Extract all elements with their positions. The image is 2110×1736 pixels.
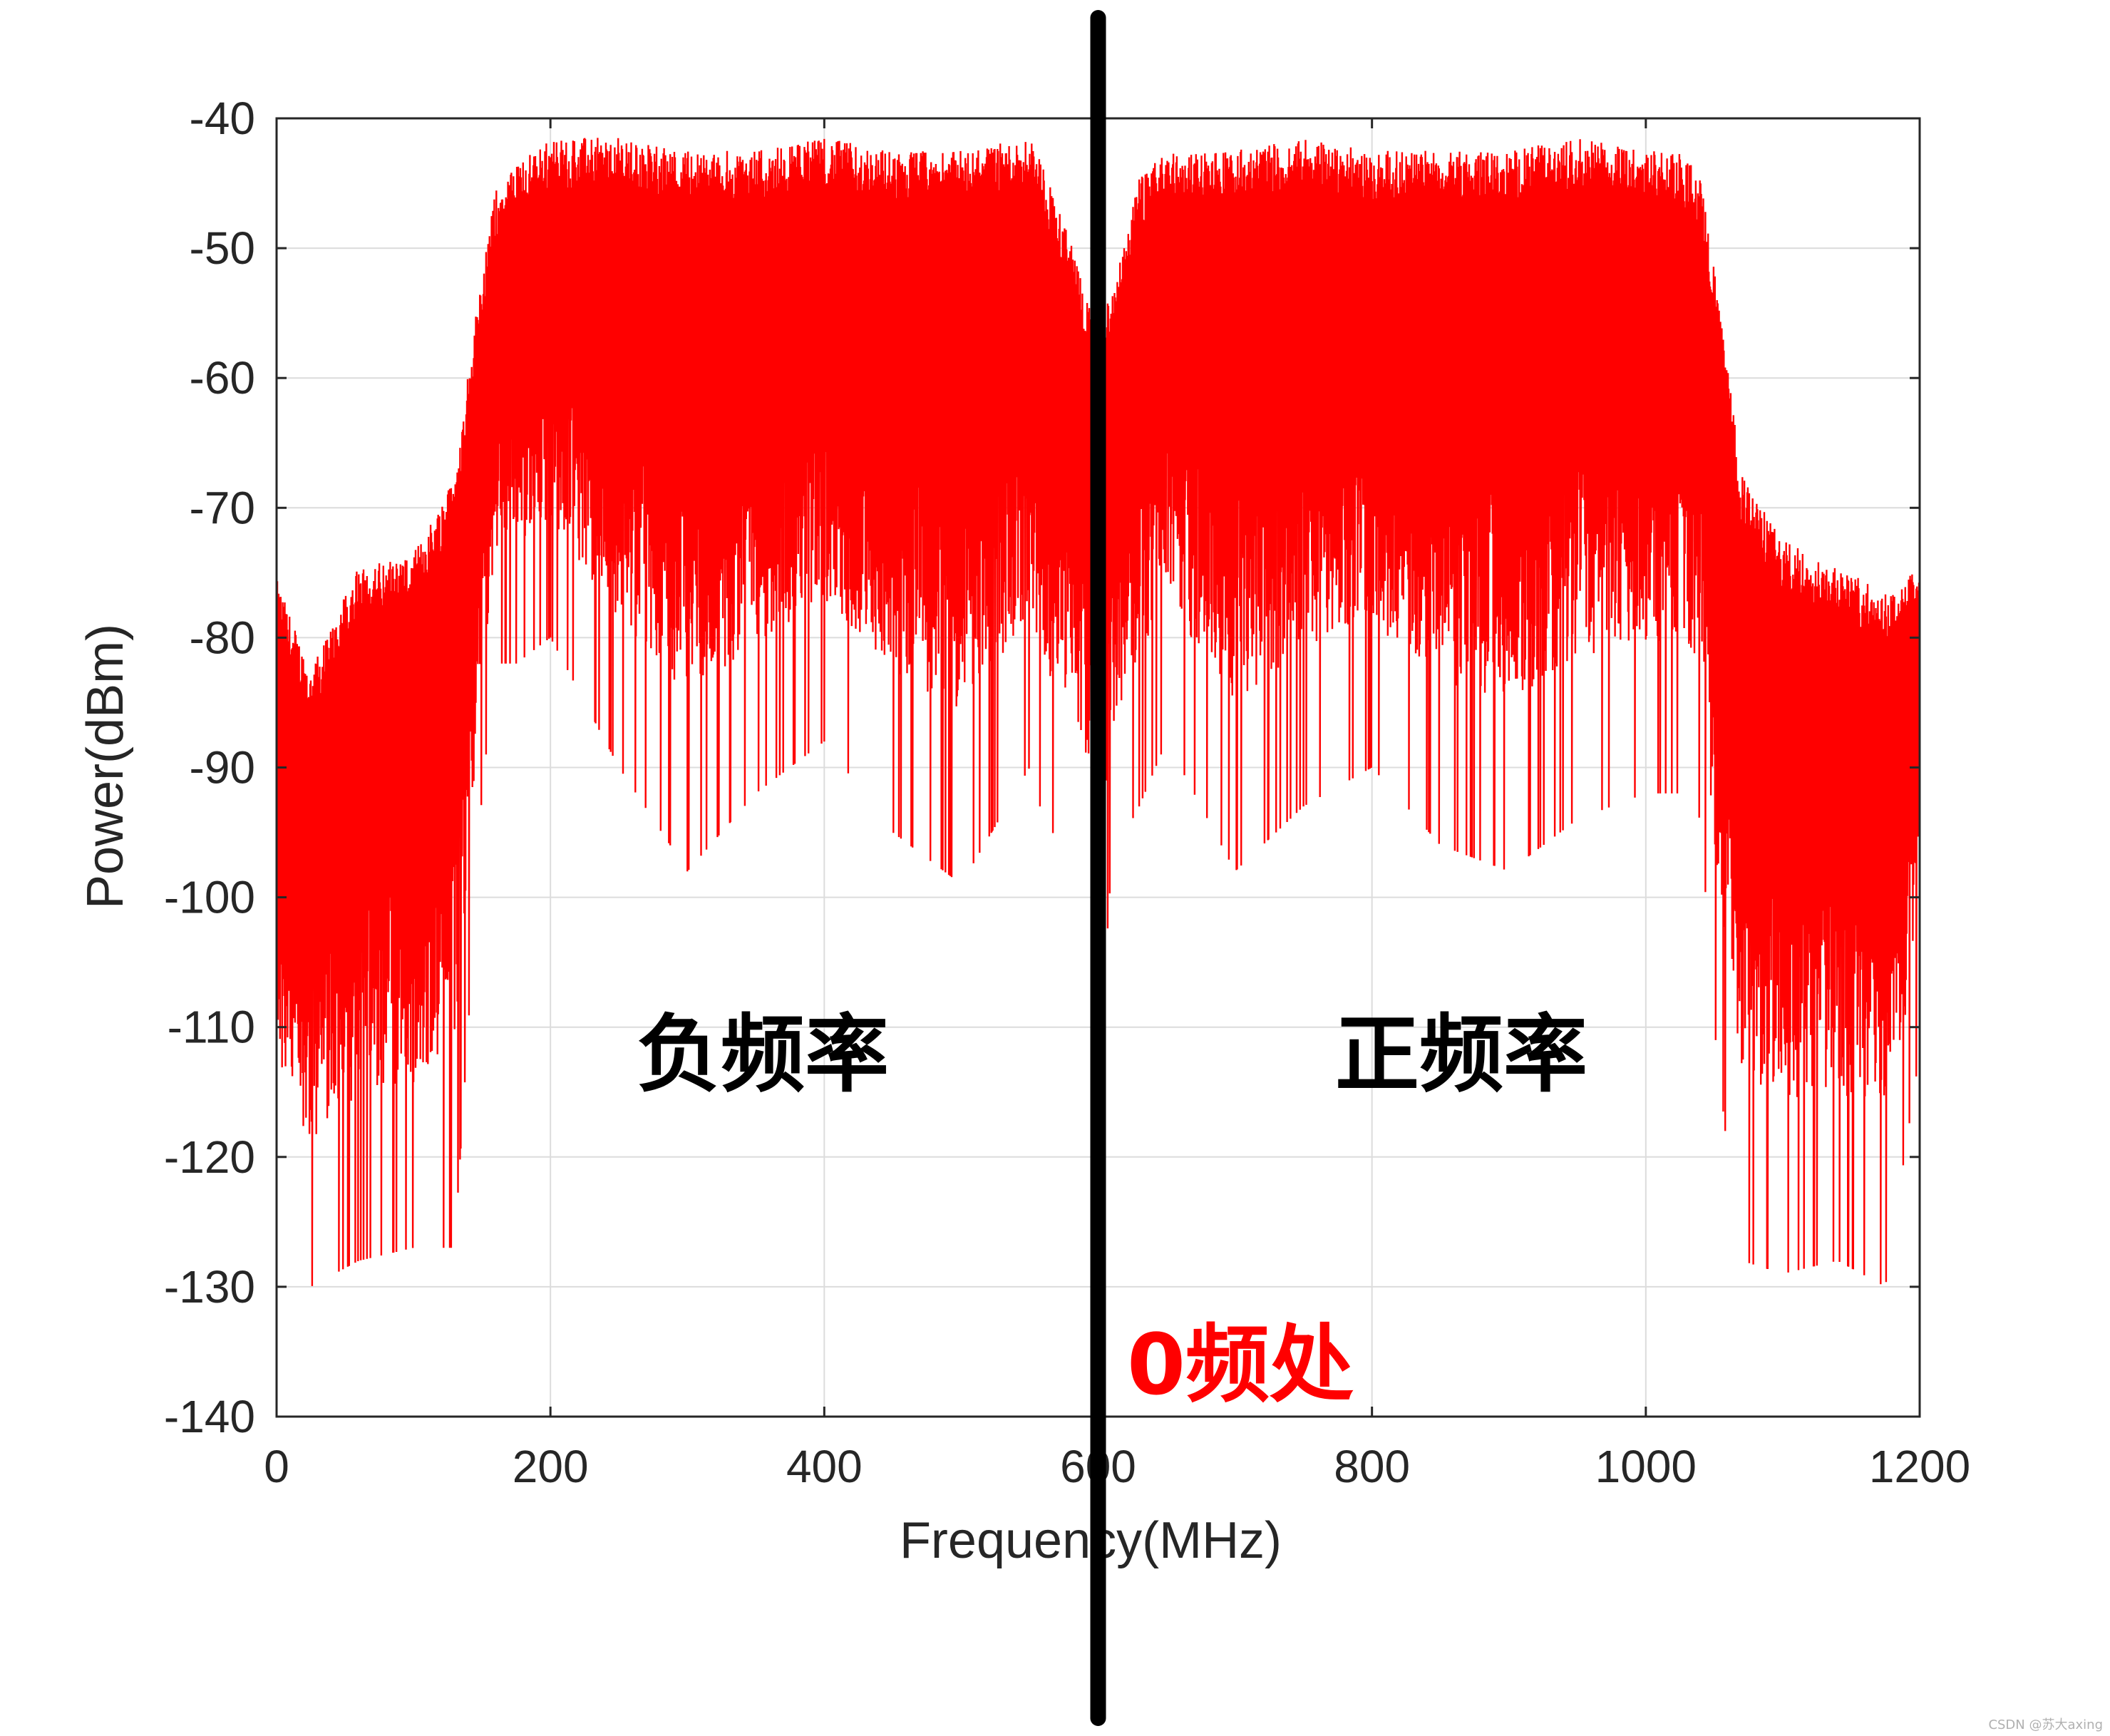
y-tick-label: -40 (190, 93, 256, 144)
x-tick-label: 0 (264, 1441, 289, 1492)
y-tick-label: -70 (190, 482, 256, 533)
y-tick-label: -140 (164, 1391, 255, 1442)
x-tick-label: 1200 (1869, 1441, 1970, 1492)
y-tick-label: -80 (190, 612, 256, 663)
annotation-positive-frequency: 正频率 (1335, 1005, 1587, 1104)
annotation-negative-frequency: 负频率 (637, 1005, 889, 1104)
y-axis-label: Power(dBm) (77, 624, 134, 909)
x-tick-label: 400 (786, 1441, 863, 1492)
y-tick-label: -120 (164, 1131, 255, 1183)
x-tick-label: 800 (1334, 1441, 1410, 1492)
y-tick-label: -60 (190, 352, 256, 404)
y-tick-label: -90 (190, 742, 256, 793)
annotation-zero-frequency: 0频处 (1127, 1315, 1354, 1414)
y-tick-label: -130 (164, 1261, 255, 1313)
x-tick-label: 200 (513, 1441, 589, 1492)
watermark: CSDN @苏大axing (1988, 1717, 2103, 1732)
y-tick-label: -110 (168, 1002, 255, 1053)
y-tick-label: -50 (190, 222, 256, 274)
y-tick-label: -100 (164, 872, 255, 923)
x-tick-label: 1000 (1595, 1441, 1697, 1492)
